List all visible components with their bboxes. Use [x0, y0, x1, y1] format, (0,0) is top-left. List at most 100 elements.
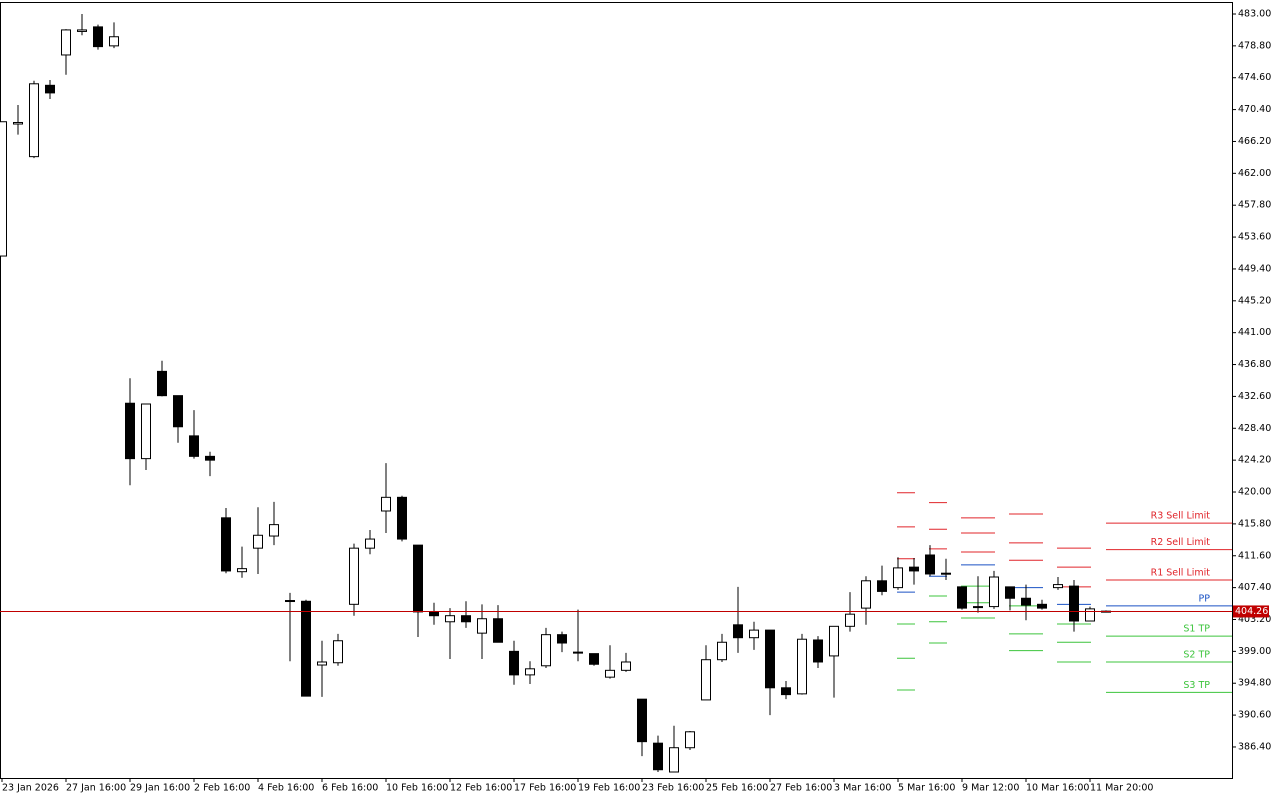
x-tick-label: 17 Feb 16:00	[514, 783, 576, 794]
candle-body	[189, 435, 199, 457]
candle-body	[157, 370, 167, 397]
candle-body	[973, 606, 983, 609]
y-tick-label: 386.40	[1238, 741, 1271, 752]
candle-body	[925, 554, 935, 575]
candle-body	[941, 572, 951, 575]
y-tick-label: 462.00	[1238, 168, 1271, 179]
candle-body	[1085, 608, 1095, 622]
candle-body	[109, 36, 119, 47]
candle-body	[349, 547, 359, 605]
candle-body	[621, 661, 631, 671]
candle-body	[685, 731, 695, 749]
y-tick-label: 403.20	[1238, 614, 1271, 625]
candle-body	[909, 566, 919, 572]
candle-body	[253, 534, 263, 549]
candle-body	[573, 651, 583, 654]
candle-body	[1021, 597, 1031, 606]
candle-body	[269, 524, 279, 537]
candle-body	[29, 83, 39, 158]
candle-body	[637, 698, 647, 743]
y-tick-label: 415.80	[1238, 518, 1271, 529]
candle-body	[1069, 585, 1079, 622]
y-tick-label: 466.20	[1238, 136, 1271, 147]
y-tick-label: 474.60	[1238, 72, 1271, 83]
y-tick-label: 424.20	[1238, 455, 1271, 466]
candle-body	[509, 650, 519, 676]
x-tick-label: 9 Mar 12:00	[962, 783, 1019, 794]
y-tick-label: 428.40	[1238, 423, 1271, 434]
candle-body	[813, 639, 823, 663]
y-tick-label: 470.40	[1238, 104, 1271, 115]
x-tick-label: 5 Mar 16:00	[898, 783, 955, 794]
candle-body	[397, 496, 407, 540]
candle-body	[333, 640, 343, 664]
candle-body	[1053, 584, 1063, 589]
candle-body	[829, 625, 839, 657]
x-tick-label: 4 Feb 16:00	[258, 783, 314, 794]
candle-body	[173, 395, 183, 428]
candle-body	[381, 496, 391, 512]
candle-body	[93, 26, 103, 48]
candle-body	[797, 638, 807, 695]
y-tick-label: 420.00	[1238, 487, 1271, 498]
candle-body	[541, 634, 551, 667]
candle-body	[557, 634, 567, 644]
candle-body	[445, 615, 455, 623]
candle-body	[0, 121, 7, 257]
candle-body	[701, 659, 711, 701]
y-tick-label: 436.80	[1238, 359, 1271, 370]
candle-body	[413, 544, 423, 613]
candle-body	[845, 613, 855, 627]
candle-body	[61, 29, 71, 56]
candle-body	[317, 661, 327, 666]
plot-frame	[0, 2, 1233, 779]
y-tick-label: 441.00	[1238, 327, 1271, 338]
y-tick-label: 457.80	[1238, 200, 1271, 211]
candle-body	[285, 600, 295, 603]
candle-body	[477, 618, 487, 634]
pivot-level-label: R2 Sell Limit	[1151, 537, 1211, 548]
candle-body	[877, 580, 887, 592]
pivot-level-label: S3 TP	[1183, 680, 1210, 691]
candle-body	[733, 624, 743, 639]
y-tick-label: 411.60	[1238, 550, 1271, 561]
candle-body	[1005, 586, 1015, 599]
candle-body	[13, 121, 23, 125]
last-price-label: 404.26	[1235, 606, 1268, 617]
y-tick-label: 390.60	[1238, 710, 1271, 721]
candle-body	[589, 653, 599, 665]
candle-body	[77, 29, 87, 32]
x-tick-label: 6 Feb 16:00	[322, 783, 378, 794]
y-tick-label: 394.80	[1238, 678, 1271, 689]
candle-body	[957, 586, 967, 609]
candle-body	[989, 576, 999, 608]
candle-body	[237, 568, 247, 573]
candle-body	[141, 403, 151, 460]
x-tick-label: 19 Feb 16:00	[578, 783, 640, 794]
x-tick-label: 11 Mar 20:00	[1090, 783, 1153, 794]
candle-body	[1037, 603, 1047, 609]
candle-body	[781, 687, 791, 696]
candle-body	[669, 747, 679, 773]
y-tick-label: 445.20	[1238, 295, 1271, 306]
y-tick-label: 399.00	[1238, 646, 1271, 657]
candle-body	[765, 629, 775, 689]
candle-body	[125, 402, 135, 460]
x-tick-label: 27 Feb 16:00	[770, 783, 832, 794]
y-tick-label: 432.60	[1238, 391, 1271, 402]
y-tick-label: 407.40	[1238, 582, 1271, 593]
x-tick-label: 29 Jan 16:00	[130, 783, 190, 794]
candle-body	[221, 517, 231, 572]
x-tick-label: 12 Feb 16:00	[450, 783, 512, 794]
candle-body	[893, 567, 903, 589]
candle-body	[749, 629, 759, 639]
candle-body	[365, 538, 375, 549]
x-tick-label: 25 Feb 16:00	[706, 783, 768, 794]
x-tick-label: 10 Mar 16:00	[1026, 783, 1089, 794]
x-tick-label: 10 Feb 16:00	[386, 783, 448, 794]
candle-body	[717, 641, 727, 661]
x-tick-label: 23 Jan 2026	[2, 783, 59, 794]
pivot-level-label: R3 Sell Limit	[1151, 511, 1211, 522]
pivot-level-label: S1 TP	[1183, 624, 1210, 635]
